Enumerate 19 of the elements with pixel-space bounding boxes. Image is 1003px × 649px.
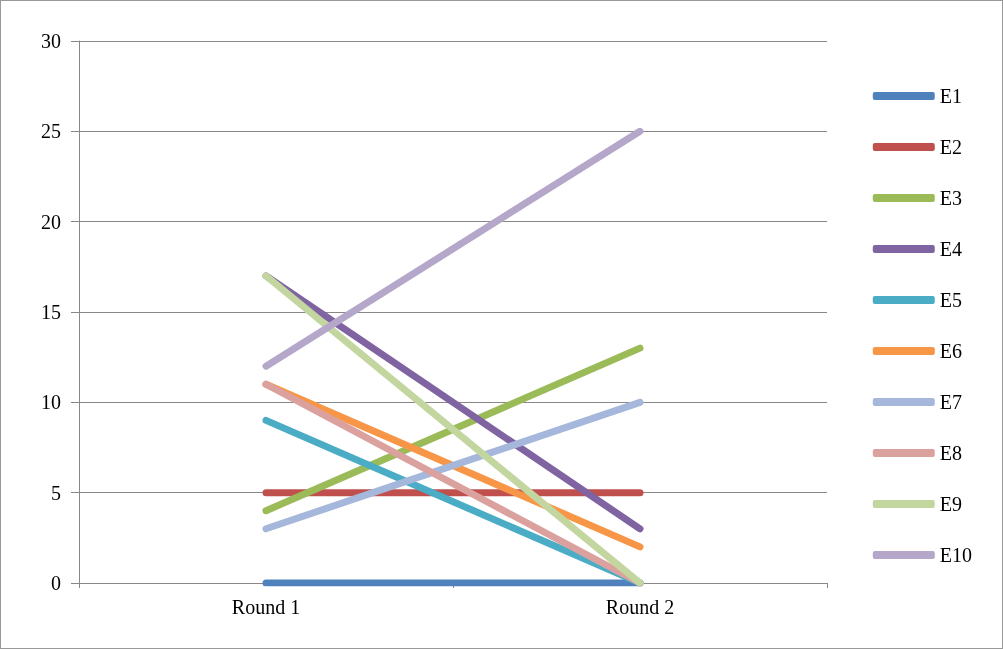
y-tick-label: 10 xyxy=(41,391,61,414)
legend-label: E9 xyxy=(939,493,962,515)
legend-label: E2 xyxy=(939,136,962,158)
legend-label: E4 xyxy=(939,238,962,260)
legend-label: E8 xyxy=(939,442,962,464)
legend-label: E5 xyxy=(939,289,962,311)
y-tick-label: 0 xyxy=(51,572,61,594)
y-tick-label: 30 xyxy=(41,30,61,52)
legend-label: E6 xyxy=(939,340,962,362)
x-tick-label: Round 2 xyxy=(605,596,675,618)
y-tick-label: 25 xyxy=(41,120,61,143)
y-tick-label: 20 xyxy=(41,210,61,233)
legend-label: E1 xyxy=(939,85,962,107)
x-tick-label: Round 1 xyxy=(231,596,301,618)
y-tick-label: 15 xyxy=(41,301,61,323)
legend-label: E3 xyxy=(939,187,962,209)
legend-label: E7 xyxy=(939,391,962,413)
y-tick-label: 5 xyxy=(51,481,61,504)
legend-label: E10 xyxy=(939,544,972,566)
